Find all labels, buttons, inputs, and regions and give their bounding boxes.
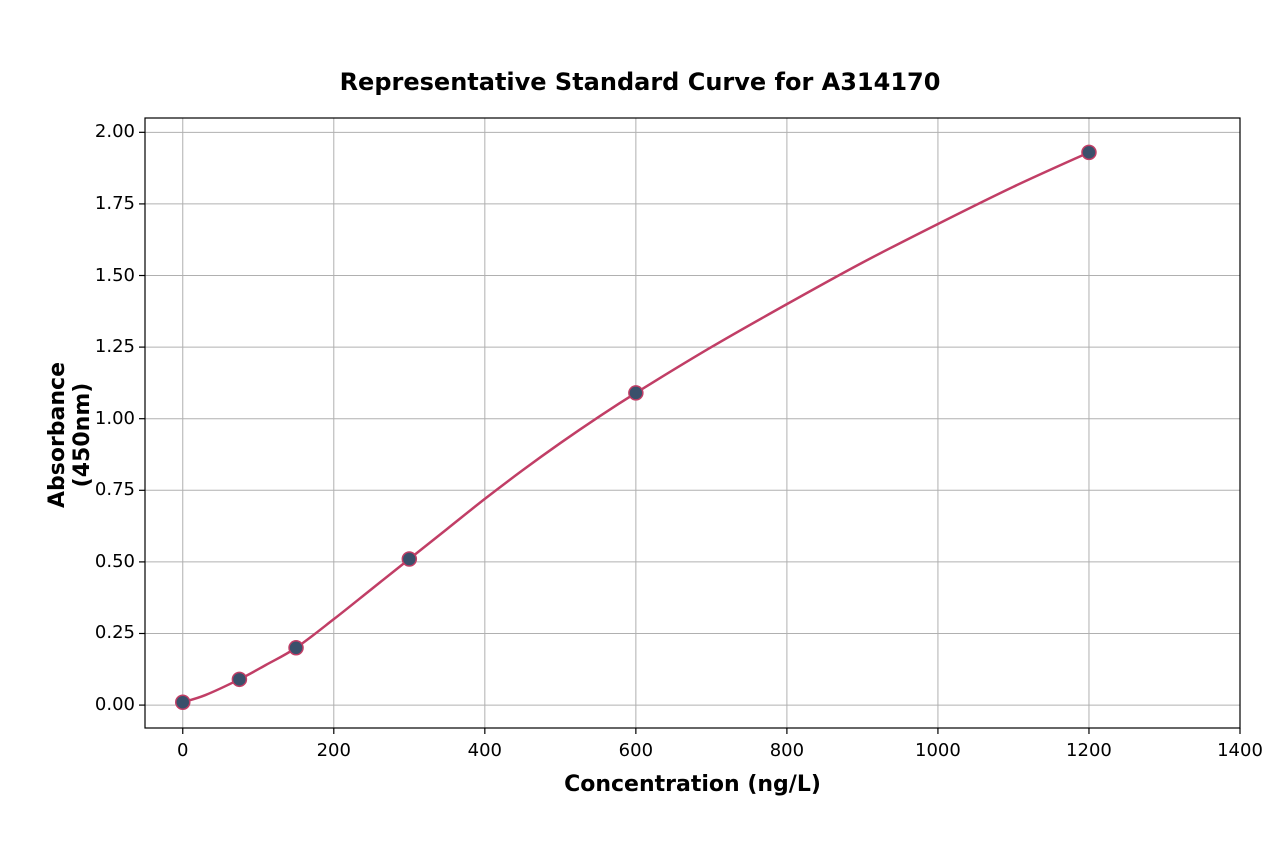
y-tick-label: 2.00 — [75, 121, 135, 142]
chart-container: Representative Standard Curve for A31417… — [0, 0, 1280, 845]
y-tick-label: 0.50 — [75, 551, 135, 572]
y-tick-label: 0.75 — [75, 479, 135, 500]
x-tick-label: 800 — [747, 740, 827, 761]
x-tick-label: 200 — [294, 740, 374, 761]
y-tick-label: 0.00 — [75, 694, 135, 715]
x-tick-label: 1200 — [1049, 740, 1129, 761]
x-axis-label: Concentration (ng/L) — [145, 772, 1240, 797]
x-tick-label: 1000 — [898, 740, 978, 761]
y-tick-label: 1.75 — [75, 193, 135, 214]
chart-plot-svg — [0, 0, 1280, 845]
y-tick-label: 0.25 — [75, 622, 135, 643]
x-tick-label: 400 — [445, 740, 525, 761]
x-tick-label: 1400 — [1200, 740, 1280, 761]
x-tick-label: 0 — [143, 740, 223, 761]
y-tick-label: 1.50 — [75, 265, 135, 286]
x-tick-label: 600 — [596, 740, 676, 761]
y-tick-label: 1.00 — [75, 408, 135, 429]
y-tick-label: 1.25 — [75, 336, 135, 357]
